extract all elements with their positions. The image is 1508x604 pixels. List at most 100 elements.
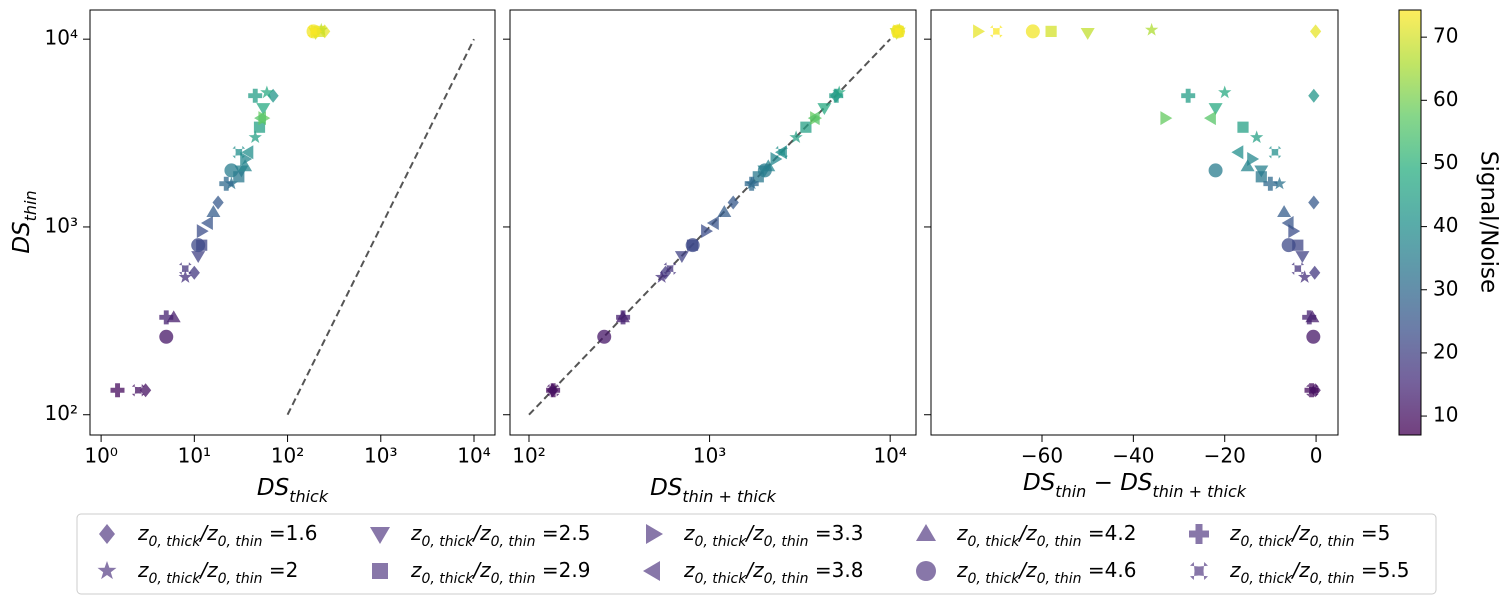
legend-value: =4.2 bbox=[1082, 521, 1137, 545]
legend-sub: 0, thick bbox=[422, 571, 475, 587]
legend-sub: 0, thick bbox=[968, 571, 1021, 587]
point bbox=[775, 145, 788, 159]
axes-frame bbox=[89, 9, 496, 436]
legend-marker bbox=[643, 561, 660, 581]
y-axis-label-sub: thin bbox=[21, 190, 40, 221]
point bbox=[832, 85, 846, 99]
point bbox=[140, 383, 152, 398]
y-tick-label: 10⁴ bbox=[45, 26, 78, 50]
colorbar-label: Signal/Noise bbox=[1476, 151, 1502, 293]
point bbox=[131, 384, 145, 397]
point bbox=[159, 310, 174, 325]
point bbox=[655, 270, 669, 283]
point bbox=[770, 152, 783, 166]
legend-label: z0, thick/z0, thin =5 bbox=[1229, 521, 1390, 551]
legend-z: /z bbox=[471, 521, 491, 545]
point bbox=[1268, 145, 1282, 159]
legend-z: z bbox=[137, 521, 149, 545]
point bbox=[1308, 195, 1320, 210]
point bbox=[219, 176, 234, 191]
point bbox=[663, 262, 677, 275]
legend-value: =5 bbox=[1355, 521, 1391, 545]
point bbox=[179, 262, 192, 275]
legend-z: z bbox=[1229, 558, 1241, 582]
x-axis-label-text: − DS bbox=[1086, 470, 1152, 496]
legend-z: /z bbox=[744, 558, 764, 582]
legend-z: z bbox=[956, 521, 968, 545]
point bbox=[224, 163, 239, 178]
point bbox=[727, 195, 739, 210]
x-tick-label: −60 bbox=[1021, 444, 1063, 468]
point bbox=[1277, 205, 1292, 217]
legend-label: z0, thick/z0, thin =5.5 bbox=[1229, 558, 1409, 588]
legend-sub: 0, thin bbox=[491, 534, 536, 550]
legend-label: z0, thick/z0, thin =3.3 bbox=[683, 521, 863, 551]
point bbox=[973, 24, 985, 39]
point bbox=[241, 145, 254, 160]
axes-frame bbox=[930, 9, 1339, 436]
point bbox=[1295, 251, 1310, 263]
point bbox=[1308, 88, 1320, 103]
legend-sub: 0, thick bbox=[695, 534, 748, 550]
legend-z: z bbox=[683, 521, 695, 545]
legend-z: z bbox=[137, 558, 149, 582]
x-tick-label: 10⁴ bbox=[873, 444, 906, 468]
legend-marker bbox=[370, 527, 390, 544]
point bbox=[1272, 176, 1287, 190]
point bbox=[1145, 22, 1159, 36]
legend-z: /z bbox=[1290, 521, 1310, 545]
x-tick-label: 0 bbox=[1310, 444, 1323, 468]
point bbox=[232, 145, 246, 159]
legend-sub: 0, thin bbox=[491, 571, 536, 587]
point bbox=[1237, 121, 1249, 133]
legend-sub: 0, thin bbox=[764, 571, 809, 587]
point bbox=[1231, 145, 1244, 160]
point bbox=[701, 224, 713, 239]
legend-marker bbox=[1189, 524, 1209, 544]
x-tick-label: 10³ bbox=[693, 444, 726, 468]
x-tick-label: −20 bbox=[1204, 444, 1246, 468]
point bbox=[1298, 270, 1312, 283]
point bbox=[800, 121, 812, 133]
panel: −60 −40 −20 0 DSthin − DSthin + thick bbox=[924, 9, 1339, 501]
reference-line bbox=[286, 38, 475, 416]
point bbox=[829, 88, 844, 103]
legend-value: =2.5 bbox=[536, 521, 591, 545]
point bbox=[159, 329, 174, 344]
colorbar-tick-label: 60 bbox=[1433, 87, 1458, 111]
legend-sub: 0, thin bbox=[1037, 534, 1082, 550]
legend-z: z bbox=[410, 521, 422, 545]
colorbar-tick-label: 70 bbox=[1433, 24, 1458, 48]
legend-value: =4.6 bbox=[1082, 558, 1137, 582]
legend-z: /z bbox=[198, 521, 218, 545]
legend-marker bbox=[916, 561, 936, 581]
point bbox=[238, 159, 253, 172]
point bbox=[807, 111, 820, 126]
x-axis-label-text: DS bbox=[1023, 470, 1055, 496]
legend-z: /z bbox=[1017, 521, 1037, 545]
legend-z: z bbox=[956, 558, 968, 582]
colorbar-tick-label: 40 bbox=[1433, 213, 1458, 237]
legend-marker bbox=[99, 524, 115, 544]
legend-z: /z bbox=[198, 558, 218, 582]
point bbox=[546, 384, 560, 397]
point bbox=[1181, 88, 1196, 103]
colorbar-tick-label: 30 bbox=[1433, 276, 1458, 300]
legend-sub: 0, thick bbox=[149, 571, 202, 587]
x-axis-label-text: DS bbox=[257, 475, 289, 501]
point bbox=[253, 121, 266, 133]
legend-value: =2 bbox=[263, 558, 299, 582]
legend-z: z bbox=[410, 558, 422, 582]
point bbox=[616, 310, 631, 325]
legend-label: z0, thick/z0, thin =4.2 bbox=[956, 521, 1136, 551]
point bbox=[757, 163, 772, 178]
legend-z: /z bbox=[744, 521, 764, 545]
point bbox=[191, 251, 206, 263]
legend-marker bbox=[372, 563, 388, 579]
x-axis-label-sub: thin bbox=[1055, 482, 1086, 501]
point bbox=[1025, 24, 1040, 39]
legend-sub: 0, thin bbox=[1037, 571, 1082, 587]
point bbox=[1281, 238, 1296, 253]
point bbox=[717, 205, 732, 217]
